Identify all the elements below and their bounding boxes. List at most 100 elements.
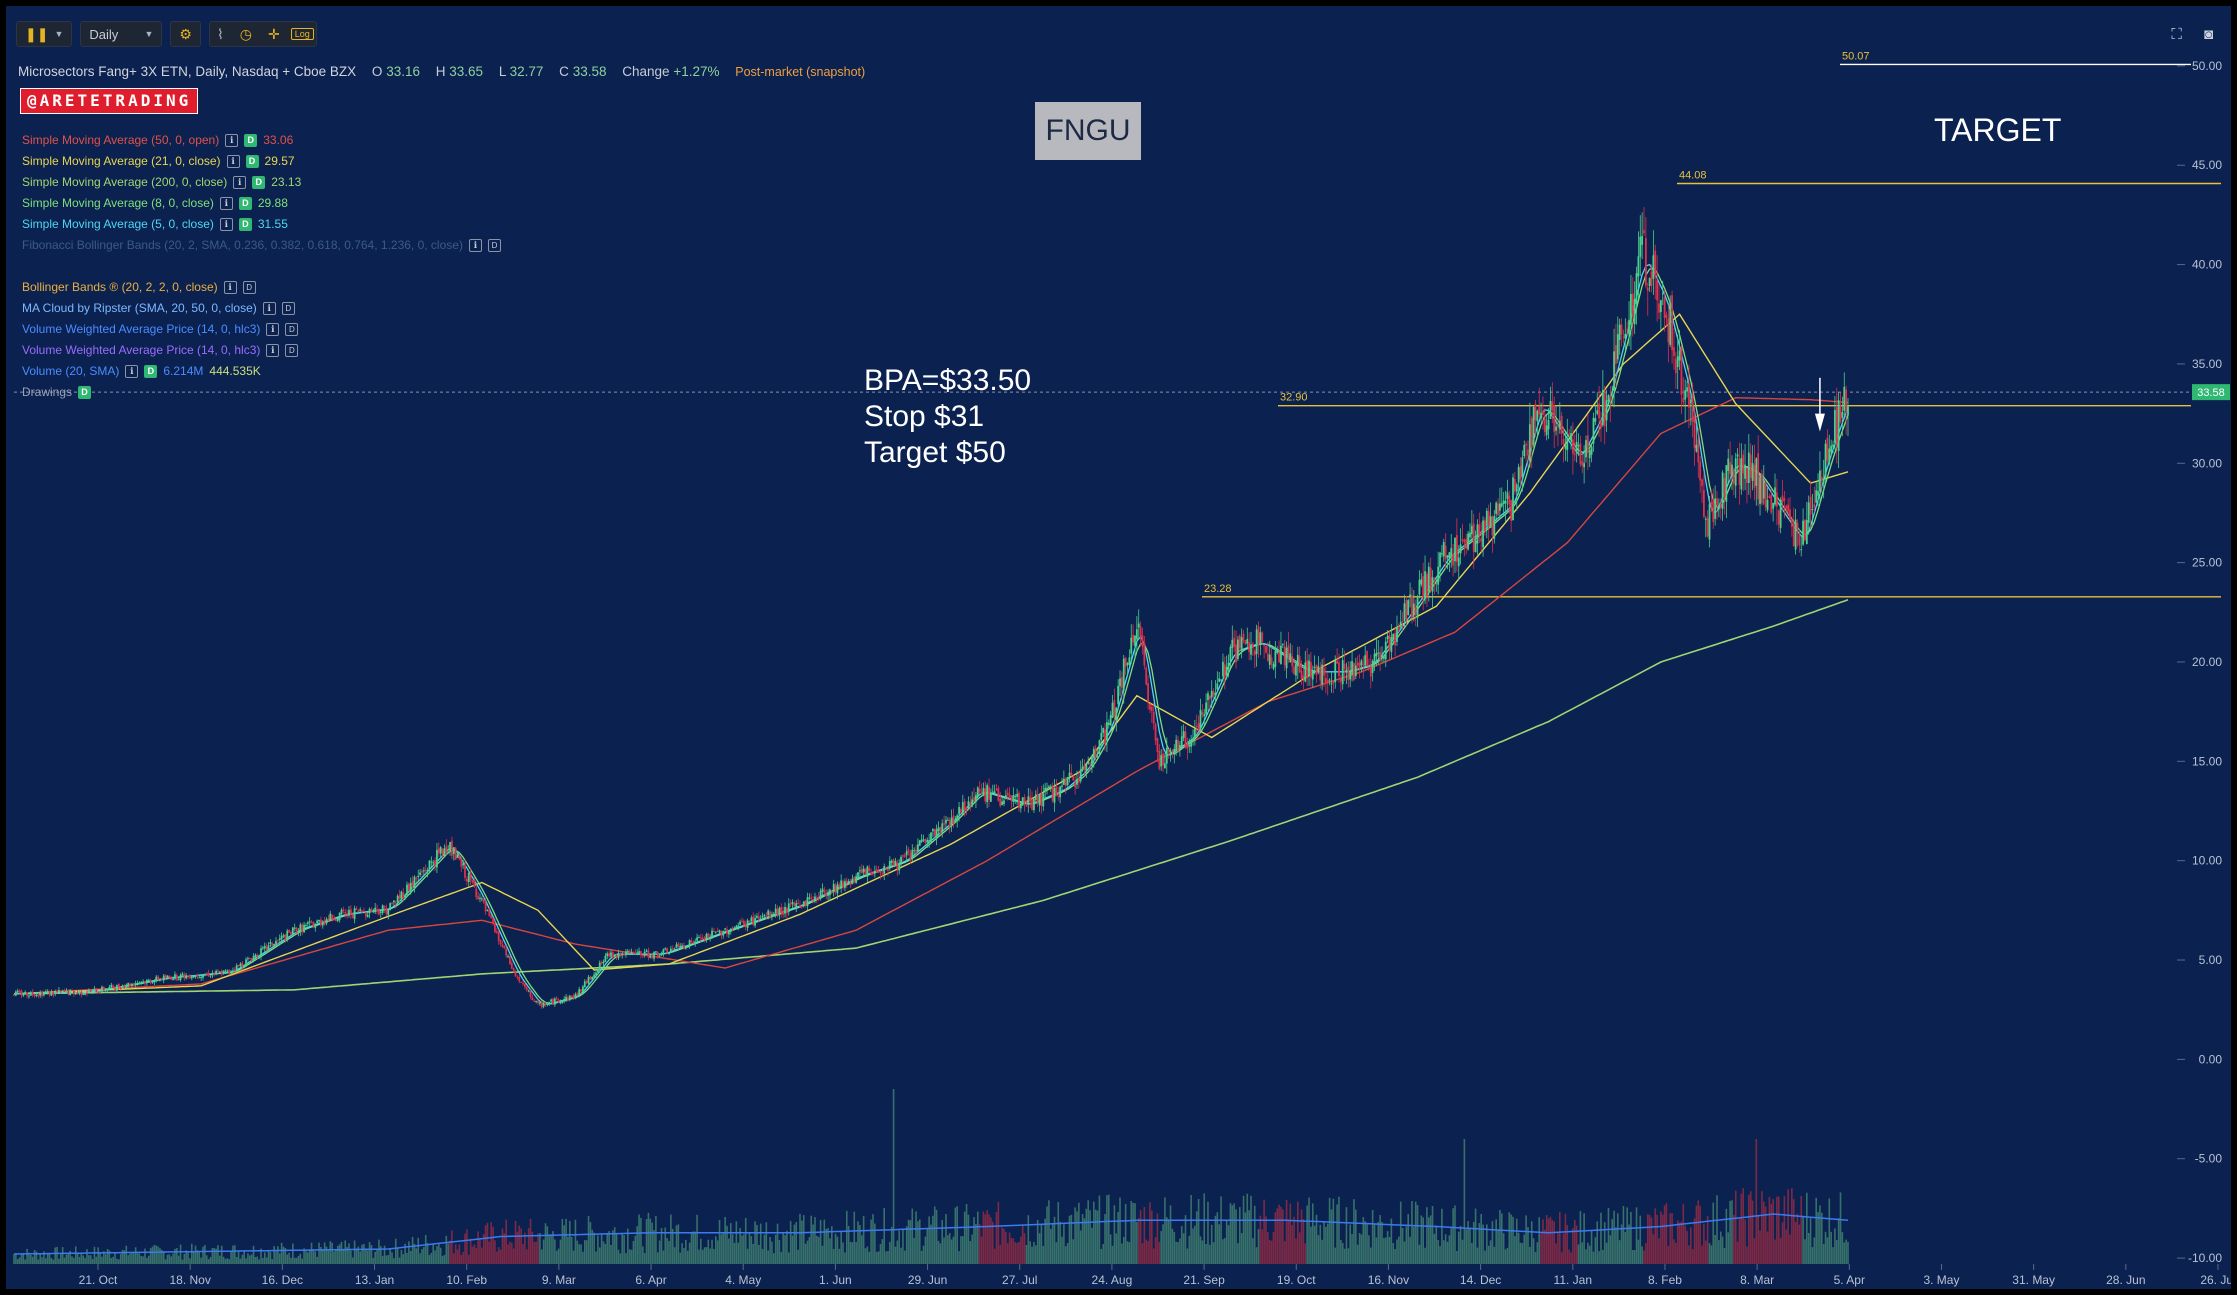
info-icon[interactable]: ℹ <box>226 155 240 168</box>
candle-body <box>879 871 882 874</box>
candle-body <box>220 970 223 975</box>
candle-body <box>116 984 118 991</box>
fullscreen-icon[interactable]: ⛶ <box>2171 26 2182 43</box>
chart-type-button[interactable]: ❚❚ ▼ <box>16 21 73 47</box>
candle-body <box>1072 776 1075 781</box>
data-toggle-button[interactable]: D <box>244 134 258 147</box>
legend-row[interactable]: Simple Moving Average (21, 0, close) ℹ D 29… <box>22 151 501 172</box>
data-toggle-button[interactable]: D <box>245 155 259 168</box>
y-tick-label: 50.00 <box>2192 59 2222 73</box>
volume-bar <box>1207 1201 1209 1265</box>
volume-bar <box>174 1248 176 1265</box>
info-icon[interactable]: ℹ <box>468 239 482 252</box>
data-toggle-button[interactable]: D <box>285 323 299 336</box>
candle-body <box>1452 553 1455 566</box>
info-icon[interactable]: ℹ <box>225 134 239 147</box>
volume-bar <box>980 1236 983 1265</box>
volume-bar <box>249 1255 251 1265</box>
candle-body <box>739 921 742 925</box>
candlestick-icon: ❚❚ <box>25 25 49 42</box>
volume-bar <box>1491 1221 1494 1265</box>
volume-bar <box>142 1256 144 1265</box>
candle-body <box>1768 496 1771 499</box>
info-icon[interactable]: ℹ <box>219 197 233 210</box>
candle-body <box>276 939 279 941</box>
data-toggle-button[interactable]: D <box>78 386 92 399</box>
volume-bar <box>806 1240 809 1265</box>
settings-button[interactable]: ⚙ <box>170 21 201 47</box>
volume-bar <box>86 1249 88 1265</box>
info-icon[interactable]: ℹ <box>219 218 233 231</box>
indicators-button[interactable]: ⌇ ◷ ✛ Log <box>208 21 317 47</box>
legend-row[interactable]: MA Cloud by Ripster (SMA, 20, 50, 0, clo… <box>22 298 501 319</box>
volume-bar <box>1615 1227 1617 1265</box>
data-toggle-button[interactable]: D <box>285 344 299 357</box>
interval-select[interactable]: Daily ▼ <box>80 21 163 47</box>
volume-bar <box>1210 1224 1213 1265</box>
data-toggle-button[interactable]: D <box>242 281 256 294</box>
legend-row[interactable]: Volume Weighted Average Price (14, 0, hl… <box>22 340 501 361</box>
data-toggle-button[interactable]: D <box>144 365 158 378</box>
legend-row[interactable]: Simple Moving Average (5, 0, close) ℹ D 31.… <box>22 214 501 235</box>
log-scale-toggle[interactable]: Log <box>290 28 314 40</box>
volume-bar <box>1596 1221 1599 1265</box>
data-toggle-button[interactable]: D <box>252 176 266 189</box>
volume-bar <box>406 1252 408 1265</box>
legend-row[interactable]: Volume Weighted Average Price (14, 0, hl… <box>22 319 501 340</box>
candle-body <box>812 899 814 901</box>
volume-bar <box>1667 1246 1670 1265</box>
volume-bar <box>48 1253 51 1265</box>
candle-body <box>1717 504 1720 510</box>
volume-bar <box>134 1247 137 1265</box>
info-icon[interactable]: ℹ <box>266 323 280 336</box>
volume-bar <box>1169 1205 1172 1265</box>
volume-bar <box>1360 1234 1363 1265</box>
legend-row[interactable]: Simple Moving Average (8, 0, close) ℹ D 29.… <box>22 193 501 214</box>
candle-body <box>1783 498 1786 501</box>
candle-body <box>1746 468 1748 483</box>
candle-body <box>301 924 304 932</box>
volume-bar <box>189 1258 191 1265</box>
legend-row[interactable]: Simple Moving Average (200, 0, close) ℹ D 2… <box>22 172 501 193</box>
legend-row[interactable]: Drawings D <box>22 382 501 403</box>
volume-bar <box>928 1216 930 1265</box>
candle-body <box>1199 709 1202 729</box>
volume-bar <box>1104 1214 1106 1265</box>
candle-body <box>1038 794 1041 806</box>
camera-icon[interactable]: ◙ <box>2203 26 2213 43</box>
candle-body <box>651 955 654 958</box>
data-toggle-button[interactable]: D <box>281 302 295 315</box>
volume-bar <box>1557 1231 1559 1265</box>
legend-row[interactable]: Fibonacci Bollinger Bands (20, 2, SMA, 0… <box>22 235 501 256</box>
legend-label: Volume Weighted Average Price (14, 0, hl… <box>22 343 261 357</box>
volume-bar <box>1467 1221 1469 1265</box>
volume-bar <box>456 1249 459 1265</box>
candle-body <box>267 945 270 950</box>
candle-body <box>1175 739 1178 751</box>
candle-body <box>696 937 698 941</box>
volume-bar <box>54 1247 56 1265</box>
candle-body <box>1757 453 1760 500</box>
data-toggle-button[interactable]: D <box>487 239 501 252</box>
info-icon[interactable]: ℹ <box>223 281 237 294</box>
volume-bar <box>385 1255 388 1265</box>
info-icon[interactable]: ℹ <box>233 176 247 189</box>
legend-row[interactable]: Bollinger Bands ® (20, 2, 2, 0, close) ℹ D <box>22 277 501 298</box>
price-chart[interactable]: 50.0045.0040.0035.0030.0025.0020.0015.00… <box>6 6 2231 1289</box>
info-icon[interactable]: ℹ <box>125 365 139 378</box>
data-toggle-button[interactable]: D <box>238 197 252 210</box>
level-label: 32.90 <box>1280 392 1308 404</box>
volume-bar <box>1035 1245 1037 1265</box>
info-icon[interactable]: ℹ <box>262 302 276 315</box>
legend-row[interactable] <box>22 256 501 277</box>
volume-bar <box>45 1258 47 1265</box>
candle-body <box>1351 661 1353 675</box>
volume-bar <box>765 1222 768 1265</box>
data-toggle-button[interactable]: D <box>238 218 252 231</box>
volume-bar <box>817 1236 820 1265</box>
legend-row[interactable]: Volume (20, SMA) ℹ D 6.214M 444.535K <box>22 361 501 382</box>
legend-row[interactable]: Simple Moving Average (50, 0, open) ℹ D 33.… <box>22 130 501 151</box>
candle-body <box>727 931 730 935</box>
info-icon[interactable]: ℹ <box>266 344 280 357</box>
candle-body <box>1186 743 1189 749</box>
